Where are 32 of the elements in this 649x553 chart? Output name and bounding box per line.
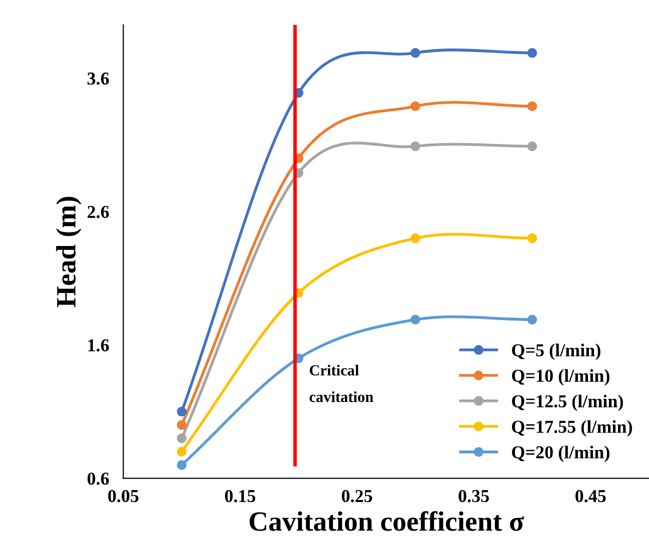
legend-label: Q=10 (l/min) bbox=[512, 369, 610, 386]
point bbox=[176, 420, 187, 430]
y-tick-label: 0.6 bbox=[88, 472, 109, 485]
legend-label: Q=5 (l/min) bbox=[512, 344, 600, 360]
point bbox=[176, 460, 187, 470]
point bbox=[410, 233, 420, 244]
legend-label: Q=20 (l/min) bbox=[512, 446, 610, 462]
point bbox=[410, 48, 420, 58]
point bbox=[176, 433, 187, 444]
point bbox=[527, 101, 538, 112]
y-axis-title: Head (m) bbox=[56, 196, 82, 308]
x-tick-label: 0.05 bbox=[108, 490, 138, 502]
x-tick-label: 0.35 bbox=[458, 490, 489, 502]
x-axis-title: Cavitation coefficient σ bbox=[250, 511, 524, 531]
legend-label: Q=12.5 (l/min) bbox=[512, 394, 623, 412]
legend-label: Q=17.55 (l/min) bbox=[512, 420, 632, 437]
y-tick-label: 3.6 bbox=[88, 72, 109, 85]
x-tick-label: 0.15 bbox=[225, 490, 256, 502]
point bbox=[527, 141, 538, 152]
point bbox=[527, 233, 538, 244]
point bbox=[527, 48, 538, 58]
x-tick-label: 0.45 bbox=[575, 490, 606, 502]
point bbox=[176, 406, 187, 417]
point bbox=[410, 101, 420, 112]
y-tick-label: 2.6 bbox=[88, 206, 109, 218]
point bbox=[176, 446, 187, 457]
y-tick-label: 1.6 bbox=[88, 339, 109, 352]
point bbox=[527, 314, 538, 324]
point bbox=[410, 141, 420, 152]
x-tick-label: 0.25 bbox=[342, 490, 372, 502]
point bbox=[410, 314, 420, 324]
ref-line-label: Critical cavitation bbox=[310, 364, 374, 402]
